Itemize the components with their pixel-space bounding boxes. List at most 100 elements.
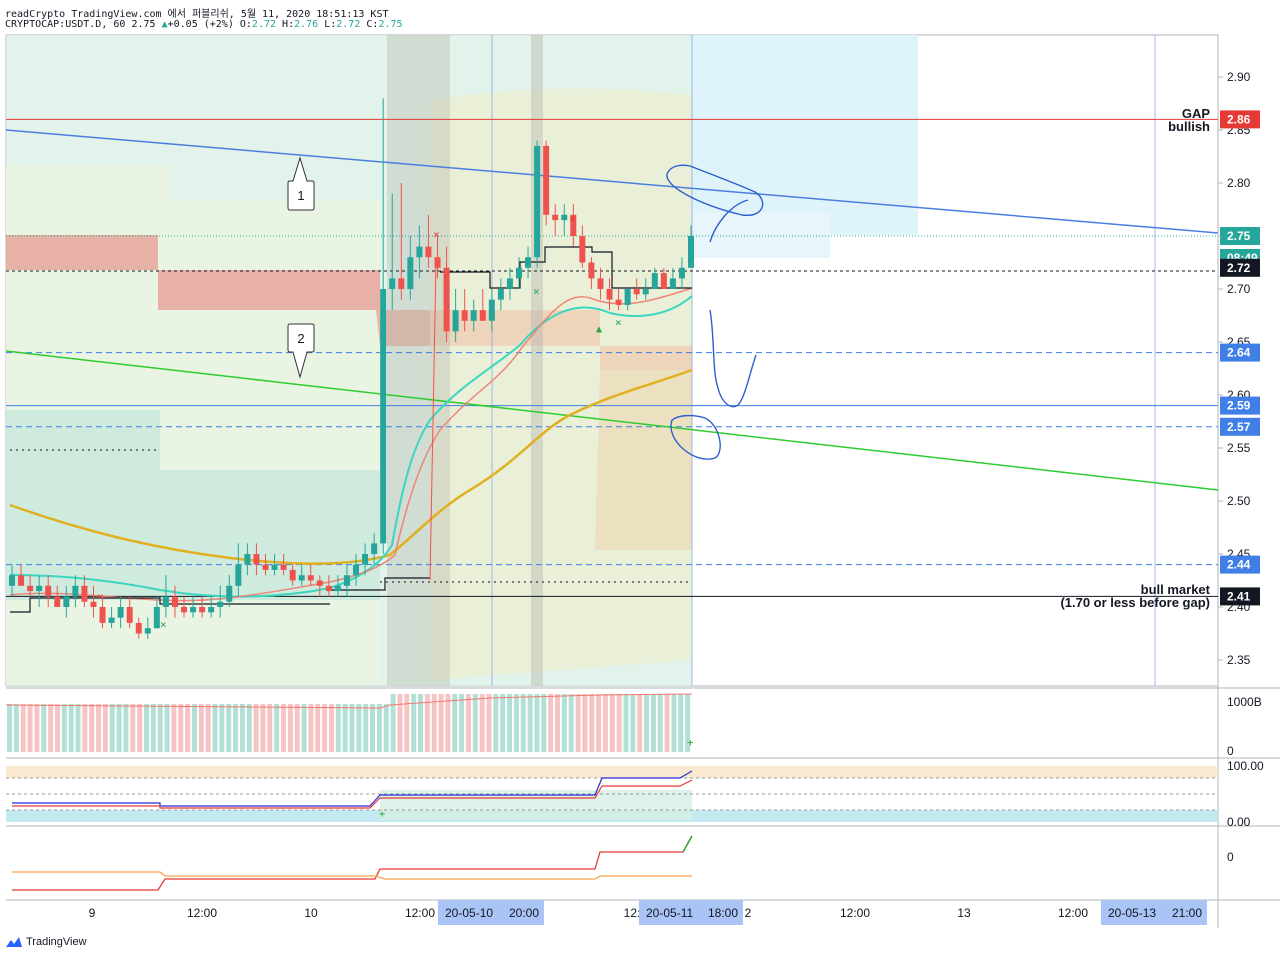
candle-body (389, 278, 396, 289)
volume-bar (548, 694, 554, 752)
candle-body (651, 273, 658, 289)
volume-bar (322, 704, 328, 752)
price-tick-label: 2.90 (1227, 70, 1251, 84)
candle-body (271, 564, 278, 570)
volume-bar (328, 704, 334, 752)
volume-bar (678, 694, 684, 752)
green-trendline (5, 350, 1219, 491)
time-axis[interactable]: 9 12:00 10 12:00 20:00 12: 18:00 2 12:00 13 12:00 2… (89, 900, 1207, 925)
volume-bar (246, 704, 252, 752)
candle-body (316, 580, 323, 586)
price-label-text: 2.57 (1227, 420, 1251, 434)
close-label: C: (366, 19, 379, 30)
future-cloud-zone (692, 35, 918, 235)
volume-bar (657, 694, 663, 752)
volume-bar (198, 704, 204, 752)
time-highlight-box (639, 900, 743, 925)
osc2-red-line (12, 835, 693, 891)
volume-bar (438, 694, 444, 752)
volume-bar (534, 694, 540, 752)
plus-marker-icon: + (687, 736, 694, 749)
volume-bar (41, 704, 47, 752)
time-tick-label: 12:00 (187, 906, 217, 920)
volume-bar (212, 704, 218, 752)
candle-body (615, 299, 622, 305)
volume-bar (637, 694, 643, 752)
symbol-ohlc-line: CRYPTOCAP:USDT.D, 60 2.75 ▲+0.05 (+2%) O… (5, 19, 403, 30)
candle-body (181, 607, 188, 613)
candle-body (36, 585, 43, 592)
volume-bar (267, 704, 273, 752)
volume-bar (541, 694, 547, 752)
volume-bar (7, 704, 12, 752)
candle-body (534, 145, 541, 258)
candle-body (353, 564, 360, 576)
price-axis-ticks: 2.902.852.802.752.702.652.602.552.502.45… (1218, 70, 1251, 667)
price-label-text: 2.72 (1227, 261, 1251, 275)
callout-1[interactable]: 1 (287, 156, 315, 211)
volume-bar (27, 704, 33, 752)
price-label-text: 2.86 (1227, 112, 1251, 126)
sell-signal-icon: × (433, 228, 440, 241)
volume-axis-top: 1000B (1227, 695, 1262, 709)
volume-bar (342, 704, 348, 752)
red-cloud-left (6, 235, 380, 310)
osc-axis-bottom: 0.00 (1227, 815, 1251, 829)
volume-bar (185, 704, 191, 752)
volume-bar (650, 694, 656, 752)
price-label-box (1220, 110, 1260, 129)
volume-bar (102, 704, 108, 752)
volume-bar (150, 704, 156, 752)
osc2-orange-line (12, 871, 692, 880)
bull-market-label: bull market (1141, 582, 1211, 597)
price-chart[interactable]: × × × × × × ▲ 1 2 GAP bullish bull marke… (0, 0, 1280, 930)
candle-body (253, 554, 260, 565)
volume-bar (376, 704, 382, 752)
callout-2-label: 2 (297, 331, 304, 346)
candle-body (235, 564, 242, 586)
candle-body (298, 575, 305, 581)
candle-body (280, 564, 287, 570)
volume-bar (602, 694, 608, 752)
candle-body (407, 257, 414, 289)
candle-body (597, 278, 604, 289)
volume-bar (308, 704, 314, 752)
volume-bar (109, 704, 115, 752)
candle-body (289, 569, 296, 581)
time-highlight-date: 20-05-11 (646, 906, 693, 920)
candle-body (135, 622, 142, 634)
price-label-box (1220, 227, 1260, 245)
volume-bar (664, 694, 670, 752)
volume-bar (356, 704, 362, 752)
callout-2[interactable]: 2 (287, 323, 315, 379)
candle-body (543, 145, 550, 215)
price-tick-label: 2.50 (1227, 494, 1251, 508)
time-tick-label: 12:00 (1058, 906, 1088, 920)
volume-bar (424, 694, 430, 752)
overbought-zone (6, 766, 1218, 778)
symbol-timeframe: CRYPTOCAP:USDT.D, 60 (5, 19, 126, 30)
candle-body (678, 267, 685, 279)
candle-body (660, 273, 667, 289)
osc-blue-line (12, 770, 693, 807)
volume-bar (205, 704, 211, 752)
time-tick-label: 2 (745, 906, 752, 920)
volume-bar (404, 694, 410, 752)
volume-bar (13, 704, 19, 752)
hand-drawn-annotations (666, 164, 764, 460)
volume-bar (609, 694, 615, 752)
candle-body (488, 299, 495, 321)
candle-body (588, 262, 595, 279)
buy-signal-icon: × (533, 285, 540, 298)
volume-bar (527, 694, 533, 752)
volume-bar (61, 704, 67, 752)
volume-bar (459, 694, 465, 752)
vertical-highlight-1 (387, 35, 450, 686)
volume-bar (589, 694, 595, 752)
last-price: 2.75 (131, 19, 156, 30)
price-tick-label: 2.70 (1227, 282, 1251, 296)
arrow-annotation-top (709, 199, 749, 243)
candle-body (461, 310, 468, 321)
candle-body (63, 596, 70, 607)
candle-body (126, 607, 133, 623)
